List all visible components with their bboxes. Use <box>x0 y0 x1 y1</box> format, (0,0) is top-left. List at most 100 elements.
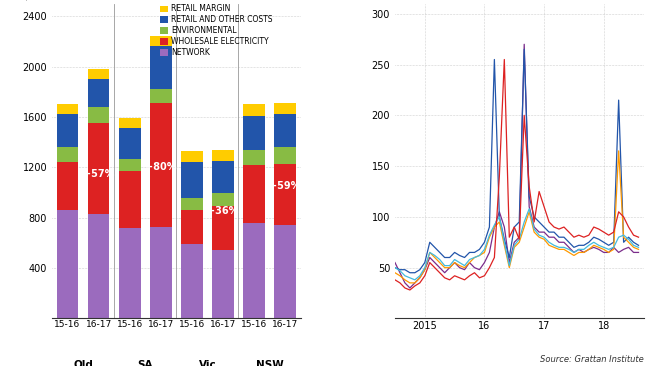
SA <box>619 240 627 244</box>
QLD <box>525 205 533 209</box>
TAS <box>520 113 528 117</box>
QLD <box>580 250 588 255</box>
QLD <box>465 260 473 265</box>
SA <box>575 243 583 247</box>
NSW <box>625 237 632 242</box>
VIC <box>545 243 553 247</box>
Bar <box>57 104 79 115</box>
TAS <box>471 270 478 275</box>
VIC <box>515 240 523 244</box>
SA <box>565 240 573 244</box>
QLD <box>520 42 528 46</box>
TAS <box>590 225 598 229</box>
NSW <box>604 247 612 251</box>
SA <box>510 225 518 229</box>
TAS <box>570 235 578 239</box>
Text: +80%: +80% <box>145 163 177 172</box>
TAS <box>491 255 499 260</box>
VIC <box>535 235 543 239</box>
SA <box>401 268 409 272</box>
QLD <box>600 250 608 255</box>
Bar <box>212 193 234 206</box>
VIC <box>406 281 414 285</box>
VIC <box>495 220 503 224</box>
TAS <box>456 276 463 280</box>
Bar <box>212 150 234 161</box>
SA <box>570 245 578 250</box>
VIC <box>441 265 448 270</box>
NSW <box>570 250 578 255</box>
SA <box>456 253 463 258</box>
QLD <box>575 247 583 251</box>
VIC <box>396 273 404 278</box>
TAS <box>446 278 454 282</box>
TAS <box>634 235 642 239</box>
TAS <box>441 276 448 280</box>
SA <box>491 57 499 62</box>
QLD <box>550 235 558 239</box>
Bar <box>150 103 172 227</box>
VIC <box>610 247 617 251</box>
Text: Source: Grattan Institute: Source: Grattan Institute <box>540 355 644 364</box>
VIC <box>500 243 508 247</box>
QLD <box>491 225 499 229</box>
NSW <box>525 206 533 211</box>
TAS <box>560 225 568 229</box>
NSW <box>406 276 414 280</box>
QLD <box>486 250 493 255</box>
SA <box>520 47 528 52</box>
QLD <box>401 281 409 285</box>
VIC <box>525 210 533 214</box>
QLD <box>634 250 642 255</box>
TAS <box>575 233 583 238</box>
TAS <box>619 215 627 219</box>
NSW <box>411 278 419 282</box>
NSW <box>486 233 493 238</box>
Bar <box>150 89 172 103</box>
QLD <box>426 255 434 260</box>
TAS <box>565 230 573 234</box>
QLD <box>421 268 429 272</box>
NSW <box>580 247 588 251</box>
Bar <box>181 198 203 210</box>
NSW <box>426 250 434 255</box>
Bar <box>212 161 234 193</box>
TAS <box>486 265 493 270</box>
Text: Vic: Vic <box>198 360 216 366</box>
VIC <box>486 235 493 239</box>
Line: QLD: QLD <box>395 44 638 288</box>
Bar <box>57 115 79 147</box>
VIC <box>446 265 454 270</box>
VIC <box>619 235 627 239</box>
NSW <box>431 253 439 258</box>
SA <box>530 215 538 219</box>
NSW <box>441 264 448 268</box>
Bar <box>181 151 203 162</box>
SA <box>461 255 469 260</box>
Bar <box>243 165 265 223</box>
VIC <box>580 250 588 255</box>
QLD <box>625 245 632 250</box>
Bar <box>88 107 109 123</box>
Text: +59%: +59% <box>269 181 301 191</box>
QLD <box>431 260 439 265</box>
VIC <box>510 245 518 250</box>
Bar <box>57 210 79 318</box>
TAS <box>480 273 488 278</box>
Bar <box>119 171 140 228</box>
NSW <box>471 255 478 260</box>
Bar <box>274 164 296 225</box>
NSW <box>421 265 429 270</box>
SA <box>480 240 488 244</box>
NSW <box>495 215 503 219</box>
SA <box>431 245 439 250</box>
QLD <box>540 230 548 234</box>
QLD <box>450 260 458 265</box>
NSW <box>465 257 473 262</box>
NSW <box>530 227 538 231</box>
VIC <box>471 255 478 260</box>
QLD <box>545 235 553 239</box>
VIC <box>565 250 573 255</box>
VIC <box>421 268 429 272</box>
Line: VIC: VIC <box>395 151 638 283</box>
